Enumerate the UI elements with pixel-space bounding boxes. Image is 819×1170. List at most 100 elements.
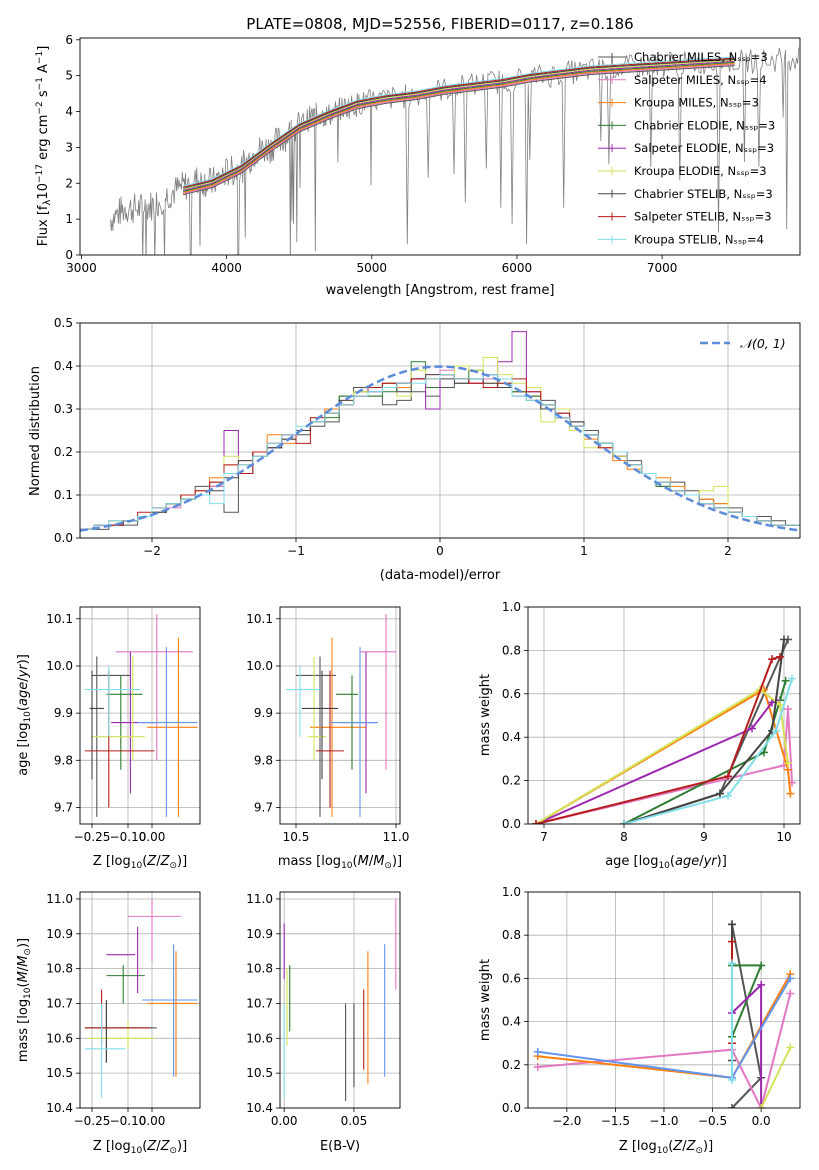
data-point-marker — [532, 820, 540, 824]
model-line — [182, 56, 735, 187]
y-tick-label: 0.2 — [54, 445, 73, 459]
spectrum-xlabel: wavelength [Angstrom, rest frame] — [326, 283, 555, 298]
y-tick-label: 9.7 — [54, 800, 73, 814]
series-line — [760, 1047, 792, 1108]
y-tick-label: 0.4 — [54, 359, 73, 373]
mass-vs-ebv-xlabel: E(B-V) — [320, 1139, 360, 1154]
gaussian-curve — [80, 365, 800, 532]
y-tick-label: 0.0 — [502, 1101, 521, 1115]
mass-vs-z-panel: −0.25 −0.100.00 10.4 10.5 10.6 10.7 10.8 10.9 11… — [46, 891, 201, 1128]
data-point-marker — [728, 959, 736, 968]
x-tick-label: 3000 — [66, 261, 97, 275]
series-line — [537, 993, 792, 1108]
x-tick-label: 8 — [620, 830, 628, 844]
weight-vs-age-xlabel: age [log10(age/yr)] — [605, 854, 727, 871]
series-line — [535, 699, 777, 824]
data-point-marker — [786, 989, 795, 998]
plot-area — [80, 331, 800, 538]
legend-label: Salpeter STELIB, Nₛₛₚ=3 — [634, 210, 772, 224]
axis-ticks: 7 8 9 10 0.0 0.2 0.4 0.6 0.8 1.0 — [502, 600, 792, 844]
x-tick-label: 0.00 — [139, 830, 166, 844]
legend-label: Kroupa MILES, Nₛₛₚ=3 — [634, 96, 759, 110]
y-tick-label: 4 — [65, 105, 73, 119]
y-tick-label: 2 — [65, 176, 73, 190]
data-point-marker — [780, 635, 788, 644]
mass-vs-z-ylabel: mass [log10(M/M⊙)] — [16, 938, 33, 1062]
y-tick-label: 0.1 — [54, 488, 73, 502]
y-tick-label: 10.5 — [246, 1066, 273, 1080]
spectrum-ylabel: Flux [fλ10−17 erg cm−2 s−1 A−1] — [35, 46, 53, 247]
grid-lines — [80, 607, 200, 824]
data-point-marker — [786, 1043, 795, 1052]
age-vs-z-xlabel: Z [log10(Z/Z⊙)] — [93, 854, 187, 871]
axes-frame — [79, 891, 201, 1109]
y-tick-label: 0.0 — [502, 817, 521, 831]
y-tick-label: 10.4 — [246, 1101, 273, 1115]
axis-ticks: −0.25 −0.100.00 9.7 9.8 9.9 10.0 10.1 — [46, 612, 165, 844]
data-point-marker — [757, 980, 766, 989]
model-line — [182, 57, 735, 188]
axis-ticks: 0.00 0.05 10.4 10.5 10.6 10.7 10.8 10.9 11.0 — [246, 892, 367, 1128]
data-point-marker — [760, 748, 768, 757]
x-tick-label: 11.0 — [383, 830, 410, 844]
plot-area — [84, 898, 198, 1098]
y-tick-label: 0.8 — [502, 928, 521, 942]
plot-area — [533, 920, 795, 1108]
series-line — [535, 708, 793, 824]
series-line — [535, 655, 781, 824]
residuals-ylabel: Normed distribution — [28, 366, 43, 496]
y-tick-label: 0.2 — [502, 1058, 521, 1072]
axis-ticks: −2.0 −1.5 −1.0 −0.5 0.0 0.0 0.2 0.4 0.6 0.8 1.0 — [502, 885, 771, 1128]
x-tick-label: 7 — [540, 830, 548, 844]
series-line — [623, 639, 785, 824]
legend-label: Chabrier STELIB, Nₛₛₚ=3 — [634, 187, 773, 201]
legend-label: Chabrier MILES, Nₛₛₚ=3 — [634, 50, 768, 64]
y-tick-label: 0.4 — [502, 730, 521, 744]
legend-label: Chabrier ELODIE, Nₛₛₚ=3 — [634, 118, 775, 132]
x-tick-label: 1 — [580, 544, 588, 558]
axes-frame — [279, 891, 401, 1109]
y-tick-label: 9.8 — [54, 753, 73, 767]
y-tick-label: 1.0 — [502, 600, 521, 614]
legend-label: Salpeter MILES, Nₛₛₚ=4 — [634, 73, 767, 87]
x-tick-label: 0.00 — [139, 1114, 166, 1128]
plot-area — [283, 898, 397, 1102]
y-tick-label: 10.0 — [46, 659, 73, 673]
y-tick-label: 6 — [65, 33, 73, 47]
axes-frame — [79, 37, 801, 256]
axes-frame — [79, 606, 201, 825]
axis-ticks: 10.5 11.0 9.7 9.8 9.9 10.0 10.1 — [246, 612, 409, 844]
data-point-marker — [724, 772, 732, 781]
x-tick-label: 0.00 — [271, 1114, 298, 1128]
spectrum-panel: 3000 4000 5000 6000 7000 0 1 2 3 4 5 6 Chabrier MILE… — [65, 33, 801, 275]
x-tick-label: 4000 — [211, 261, 242, 275]
x-tick-label: 0.05 — [341, 1114, 368, 1128]
model-line — [182, 60, 735, 191]
y-tick-label: 10.9 — [46, 927, 73, 941]
y-tick-label: 0.2 — [502, 774, 521, 788]
axis-ticks: −2 −1 0 1 2 0.0 0.1 0.2 0.3 0.4 0.5 — [54, 316, 732, 558]
data-point-marker — [776, 652, 784, 661]
x-tick-label: 7000 — [647, 261, 678, 275]
data-point-marker — [728, 1104, 736, 1108]
y-tick-label: 0.4 — [502, 1015, 521, 1029]
weight-vs-z-panel: −2.0 −1.5 −1.0 −0.5 0.0 0.0 0.2 0.4 0.6 0.8 1.0 — [502, 885, 801, 1128]
legend-label: Kroupa ELODIE, Nₛₛₚ=3 — [634, 164, 767, 178]
y-tick-label: 9.9 — [54, 706, 73, 720]
y-tick-label: 11.0 — [246, 892, 273, 906]
y-tick-label: 0.5 — [54, 316, 73, 330]
y-tick-label: 0.3 — [54, 402, 73, 416]
data-point-marker — [772, 726, 780, 735]
y-tick-label: 3 — [65, 140, 73, 154]
axes-frame — [527, 606, 801, 825]
model-line — [182, 64, 735, 195]
data-point-marker — [724, 791, 732, 800]
data-point-marker — [748, 724, 756, 733]
weight-vs-age-panel: 7 8 9 10 0.0 0.2 0.4 0.6 0.8 1.0 — [502, 600, 801, 844]
data-point-marker — [716, 789, 724, 798]
legend-label: 𝒩(0, 1) — [740, 336, 786, 351]
y-tick-label: 10.4 — [46, 1101, 73, 1115]
data-point-marker — [784, 759, 792, 768]
y-tick-label: 10.7 — [46, 996, 73, 1010]
